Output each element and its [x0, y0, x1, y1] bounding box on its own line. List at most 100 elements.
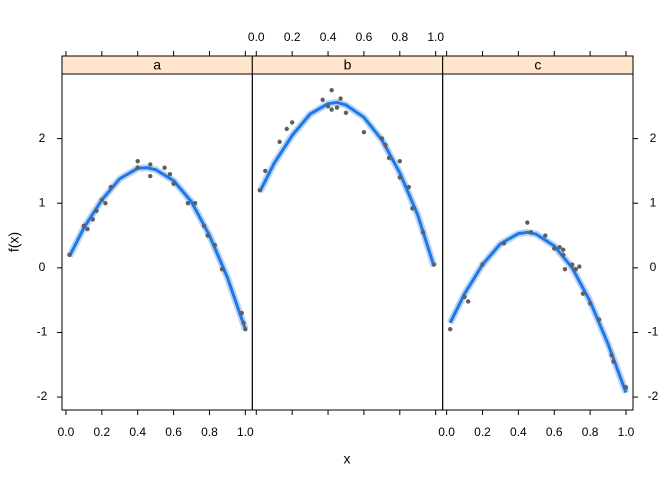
point	[562, 266, 568, 272]
point	[561, 247, 566, 252]
point	[85, 226, 90, 232]
x-tick-label: 0.0	[248, 30, 265, 44]
point	[573, 266, 578, 272]
point	[611, 359, 616, 364]
y-tick-label: 1	[650, 195, 657, 209]
x-tick-label: 0.2	[284, 30, 301, 44]
y-tick-label: -1	[37, 325, 48, 339]
point	[212, 243, 218, 248]
x-tick-label: 1.0	[237, 425, 254, 439]
strip-label: c	[534, 57, 541, 73]
point	[379, 136, 385, 141]
x-tick-label: 1.0	[427, 30, 444, 44]
x-axis-label: x	[344, 451, 351, 467]
fit-line	[68, 166, 247, 330]
strip-label: b	[344, 57, 352, 73]
y-tick-label: 1	[39, 195, 46, 209]
point	[361, 129, 367, 135]
point	[338, 96, 343, 101]
point	[289, 120, 295, 125]
point	[329, 107, 334, 112]
y-axis-label: f(x)	[6, 232, 22, 252]
point	[201, 223, 207, 229]
y-tick-label: -1	[648, 325, 659, 339]
point	[162, 165, 167, 170]
point	[325, 104, 331, 109]
point	[192, 201, 198, 206]
x-tick-label: 0.4	[129, 425, 146, 439]
point	[171, 181, 176, 187]
point	[552, 246, 557, 251]
fit-band	[66, 164, 249, 331]
point	[569, 262, 575, 267]
point	[561, 252, 566, 258]
point	[135, 165, 140, 170]
point	[480, 262, 485, 267]
point	[108, 184, 113, 190]
x-tick-label: 0.0	[438, 425, 455, 439]
x-tick-label: 0.2	[474, 425, 491, 439]
point	[90, 217, 96, 222]
point	[94, 208, 99, 214]
point	[525, 220, 530, 225]
x-tick-label: 0.0	[58, 425, 75, 439]
point	[587, 301, 593, 306]
y-tick-label: -2	[37, 389, 48, 403]
point	[329, 87, 334, 93]
point	[528, 230, 534, 235]
point	[167, 171, 173, 177]
point	[81, 223, 87, 229]
panel-frame	[442, 73, 634, 411]
x-tick-label: 0.8	[391, 30, 408, 44]
point	[284, 126, 289, 132]
point	[383, 142, 388, 148]
x-tick-label: 0.8	[582, 425, 599, 439]
fit-band	[447, 228, 630, 394]
point	[431, 262, 437, 267]
point	[263, 168, 268, 174]
x-tick-label: 1.0	[618, 425, 635, 439]
point	[580, 291, 586, 296]
point	[135, 159, 140, 164]
point	[448, 327, 453, 332]
x-tick-label: 0.6	[165, 425, 182, 439]
point	[596, 317, 602, 322]
point	[397, 175, 402, 180]
panel-frame	[251, 73, 444, 411]
point	[501, 241, 507, 246]
point	[239, 310, 244, 316]
point	[241, 320, 246, 325]
x-tick-label: 0.6	[546, 425, 563, 439]
point	[343, 110, 349, 115]
point	[557, 244, 562, 250]
point	[386, 155, 392, 161]
x-tick-label: 0.2	[93, 425, 110, 439]
fit-line	[448, 230, 628, 394]
point	[577, 264, 582, 269]
fit-line	[258, 100, 436, 267]
point	[410, 206, 415, 211]
point	[406, 184, 411, 190]
point	[103, 201, 108, 206]
point	[420, 230, 426, 235]
y-tick-label: -2	[648, 389, 659, 403]
point	[67, 252, 72, 258]
y-tick-label: 2	[650, 131, 657, 145]
y-tick-label: 0	[39, 260, 46, 274]
x-tick-label: 0.4	[320, 30, 337, 44]
point	[397, 159, 402, 164]
x-tick-label: 0.8	[201, 425, 218, 439]
strip-label: a	[153, 57, 161, 73]
point	[243, 327, 248, 332]
point	[99, 197, 105, 203]
point	[185, 201, 191, 206]
point	[543, 233, 548, 238]
y-tick-label: 2	[39, 131, 46, 145]
point	[257, 188, 263, 193]
point	[205, 233, 210, 238]
point	[462, 294, 467, 300]
x-tick-label: 0.6	[356, 30, 373, 44]
panel-frame	[61, 73, 253, 411]
y-tick-label: 0	[650, 260, 657, 274]
